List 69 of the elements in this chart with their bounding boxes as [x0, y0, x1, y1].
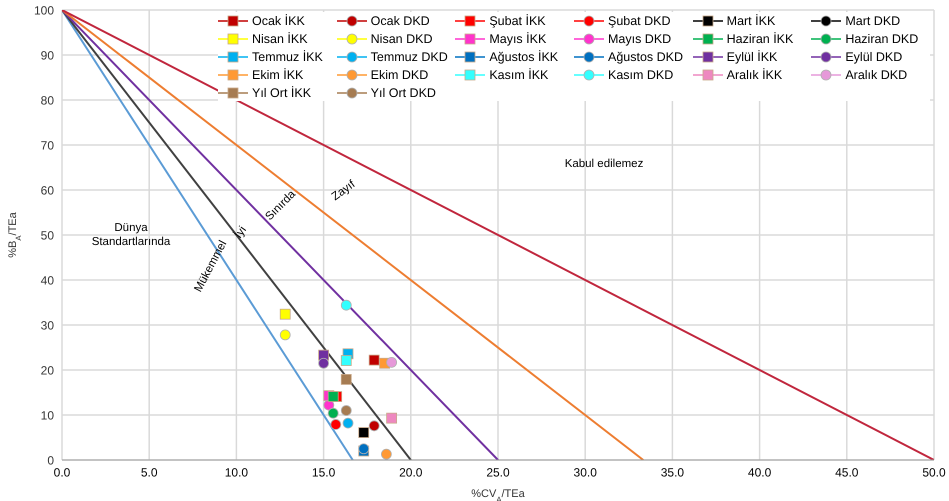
point	[328, 391, 339, 402]
y-tick-label: 60	[40, 183, 54, 198]
legend-label: Ekim İKK	[252, 68, 304, 82]
annotation: Kabul edilemez	[564, 158, 644, 170]
point	[340, 355, 352, 366]
point	[342, 418, 354, 428]
y-tick-label: 80	[40, 93, 54, 108]
y-tick-label: 40	[40, 273, 54, 288]
y-tick-label: 0	[47, 453, 54, 468]
y-tick-label: 100	[34, 3, 54, 18]
point	[386, 356, 398, 368]
legend-label: Aralık DKD	[845, 68, 908, 82]
legend-label: Haziran DKD	[845, 32, 918, 46]
legend-label: Kasım DKD	[608, 68, 674, 82]
y-tick-label: 50	[40, 228, 54, 242]
legend-label: Mart DKD	[845, 14, 900, 28]
point	[358, 427, 370, 438]
legend-label: Yıl Ort İKK	[252, 86, 312, 100]
annotation: İyi	[232, 224, 250, 241]
point	[330, 419, 342, 430]
x-tick-label: 10.0	[224, 466, 248, 480]
y-tick-label: 90	[40, 48, 54, 62]
legend-label: Ekim DKD	[370, 68, 428, 82]
x-tick-label: 35.0	[660, 466, 684, 480]
legend-label: Eylül DKD	[845, 50, 902, 64]
legend-label: Aralık İKK	[726, 68, 782, 82]
y-tick-label: 20	[40, 363, 54, 378]
x-tick-label: 20.0	[399, 466, 423, 480]
legend-label: Kasım İKK	[489, 68, 548, 82]
point	[280, 330, 291, 340]
x-tick-label: 45.0	[835, 466, 859, 480]
legend-label: Haziran İKK	[726, 32, 794, 46]
x-tick-label: 25.0	[486, 466, 510, 480]
point	[368, 420, 380, 432]
x-tick-label: 5.0	[140, 466, 158, 480]
legend-label: Ocak İKK	[252, 14, 305, 28]
point	[386, 412, 398, 424]
point	[340, 405, 352, 416]
legend-label: Eylül İKK	[726, 50, 778, 64]
legend-label: Temmuz İKK	[252, 50, 323, 64]
point	[328, 408, 339, 419]
legend-label: Temmuz DKD	[370, 50, 448, 64]
x-tick-label: 40.0	[748, 466, 772, 480]
legend-label: Ağustos DKD	[608, 50, 684, 64]
y-tick-label: 10	[40, 408, 54, 422]
legend-label: Şubat DKD	[608, 14, 671, 28]
legend-label: Mayıs İKK	[489, 32, 546, 46]
point	[318, 358, 329, 369]
x-tick-label: 50.0	[922, 466, 946, 480]
legend-label: Yıl Ort DKD	[370, 86, 436, 100]
point	[340, 300, 352, 311]
x-tick-label: 30.0	[574, 466, 598, 480]
point	[340, 374, 352, 385]
legend-label: Şubat İKK	[489, 14, 546, 28]
point	[358, 443, 370, 454]
legend-label: Ocak DKD	[370, 14, 430, 28]
x-tick-label: 15.0	[312, 466, 336, 480]
point	[380, 448, 392, 460]
legend-label: Mayıs DKD	[608, 32, 672, 46]
legend-label: Ağustos İKK	[489, 50, 558, 64]
legend-label: Nisan İKK	[252, 32, 308, 46]
x-tick-label: 0.0	[54, 466, 71, 480]
legend-label: Mart İKK	[726, 14, 776, 28]
point	[280, 308, 291, 320]
annotation: Dünya Standartlarında	[92, 222, 171, 248]
y-tick-label: 70	[40, 138, 54, 152]
legend-label: Nisan DKD	[370, 32, 432, 46]
y-tick-label: 30	[40, 318, 54, 332]
point	[368, 354, 380, 366]
